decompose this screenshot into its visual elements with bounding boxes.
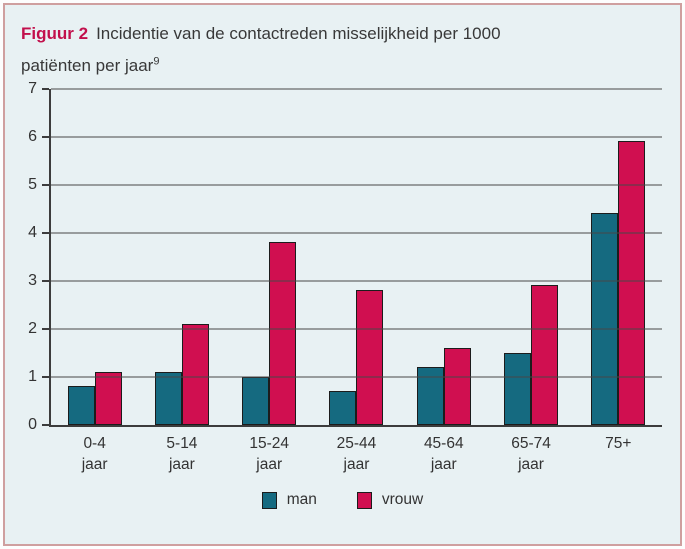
figure-title-line2: patiënten per jaar9 (21, 50, 660, 82)
bar-man (329, 391, 357, 425)
figure-title: Figuur 2 Incidentie van de contactreden m… (5, 5, 680, 83)
x-category-label-line: jaar (81, 455, 108, 473)
y-axis-tick (42, 423, 49, 426)
gridline (51, 328, 662, 330)
bar-vrouw (181, 323, 209, 425)
bar-groups (51, 89, 662, 425)
bar-man (591, 213, 619, 425)
x-category-label: 75+ (590, 434, 646, 476)
x-category-label-line: jaar (343, 455, 370, 473)
x-category-label-line: jaar (430, 455, 457, 473)
bar-group (416, 89, 471, 425)
bar-vrouw (618, 141, 646, 425)
x-category-label-line: 25-44 (336, 434, 377, 452)
legend: man vrouw (5, 491, 680, 509)
bar-group (504, 89, 559, 425)
gridline (51, 280, 662, 282)
y-axis-tick (42, 327, 49, 330)
gridline (51, 184, 662, 186)
figure-number-label: Figuur 2 (21, 24, 89, 43)
chart-area: 0 1 2 3 4 5 6 7 (13, 80, 666, 432)
x-category-label: 25-44 jaar (328, 434, 384, 476)
legend-item-man: man (261, 491, 317, 509)
y-axis-tick (42, 183, 49, 186)
x-category-label: 0-4 jaar (67, 434, 123, 476)
y-axis-tick (42, 375, 49, 378)
figure-title-line1: Figuur 2 Incidentie van de contactreden m… (21, 18, 660, 50)
bar-vrouw (356, 290, 384, 425)
bar-group (242, 89, 297, 425)
legend-swatch-man (261, 491, 277, 509)
reference-superscript: 9 (153, 55, 160, 68)
y-tick-label: 0 (28, 415, 37, 433)
y-tick-label: 1 (28, 367, 37, 385)
y-tick-label: 2 (28, 319, 37, 337)
bar-group (154, 89, 209, 425)
y-tick-label: 3 (28, 271, 37, 289)
y-axis-tick (42, 87, 49, 90)
y-axis-tick (42, 135, 49, 138)
bar-group (329, 89, 384, 425)
bar-man (242, 376, 270, 425)
x-category-label-line: 15-24 (249, 434, 290, 452)
x-category-label-line: 5-14 (166, 434, 198, 452)
x-category-label-line: 0-4 (83, 434, 106, 452)
x-category-label-line: jaar (168, 455, 195, 473)
bar-man (154, 371, 182, 425)
legend-label-man: man (286, 491, 317, 509)
y-tick-label: 5 (28, 175, 37, 193)
y-axis-tick (42, 231, 49, 234)
y-tick-label: 6 (28, 127, 37, 145)
bar-vrouw (443, 347, 471, 425)
x-category-label: 15-24 jaar (241, 434, 297, 476)
bar-vrouw (269, 242, 297, 425)
gridline (51, 88, 662, 90)
legend-item-vrouw: vrouw (356, 491, 424, 509)
bar-group (67, 89, 122, 425)
legend-label-vrouw: vrouw (381, 491, 424, 509)
x-category-label-line: 65-74 (511, 434, 551, 452)
figure-panel: Figuur 2 Incidentie van de contactreden m… (3, 3, 682, 546)
y-tick-label: 7 (28, 79, 37, 97)
x-category-label: 45-64 jaar (416, 434, 472, 476)
x-category-label-line: 75+ (605, 434, 632, 452)
bar-vrouw (531, 285, 559, 425)
gridline (51, 376, 662, 378)
bar-group (591, 89, 646, 425)
bar-vrouw (94, 371, 122, 425)
bar-man (504, 352, 532, 425)
gridline (51, 232, 662, 234)
x-axis-labels: 0-4 jaar 5-14 jaar 15-24 jaar 25-44 jaar 45-64 ja… (51, 434, 662, 476)
y-axis-tick (42, 279, 49, 282)
figure-title-text2: patiënten per jaar (21, 56, 154, 76)
plot-area: 0 1 2 3 4 5 6 7 (28, 80, 662, 432)
bar-man (67, 386, 95, 425)
x-category-label: 65-74 jaar (503, 434, 559, 476)
x-category-label-line: 45-64 (423, 434, 464, 452)
figure-title-text: Incidentie van de contactreden misselijk… (96, 24, 501, 43)
legend-swatch-vrouw (356, 491, 372, 509)
y-tick-label: 4 (28, 223, 37, 241)
gridline (51, 136, 662, 138)
x-category-label-line: jaar (518, 455, 544, 473)
x-category-label: 5-14 jaar (154, 434, 210, 476)
x-category-label-line: jaar (256, 455, 283, 473)
